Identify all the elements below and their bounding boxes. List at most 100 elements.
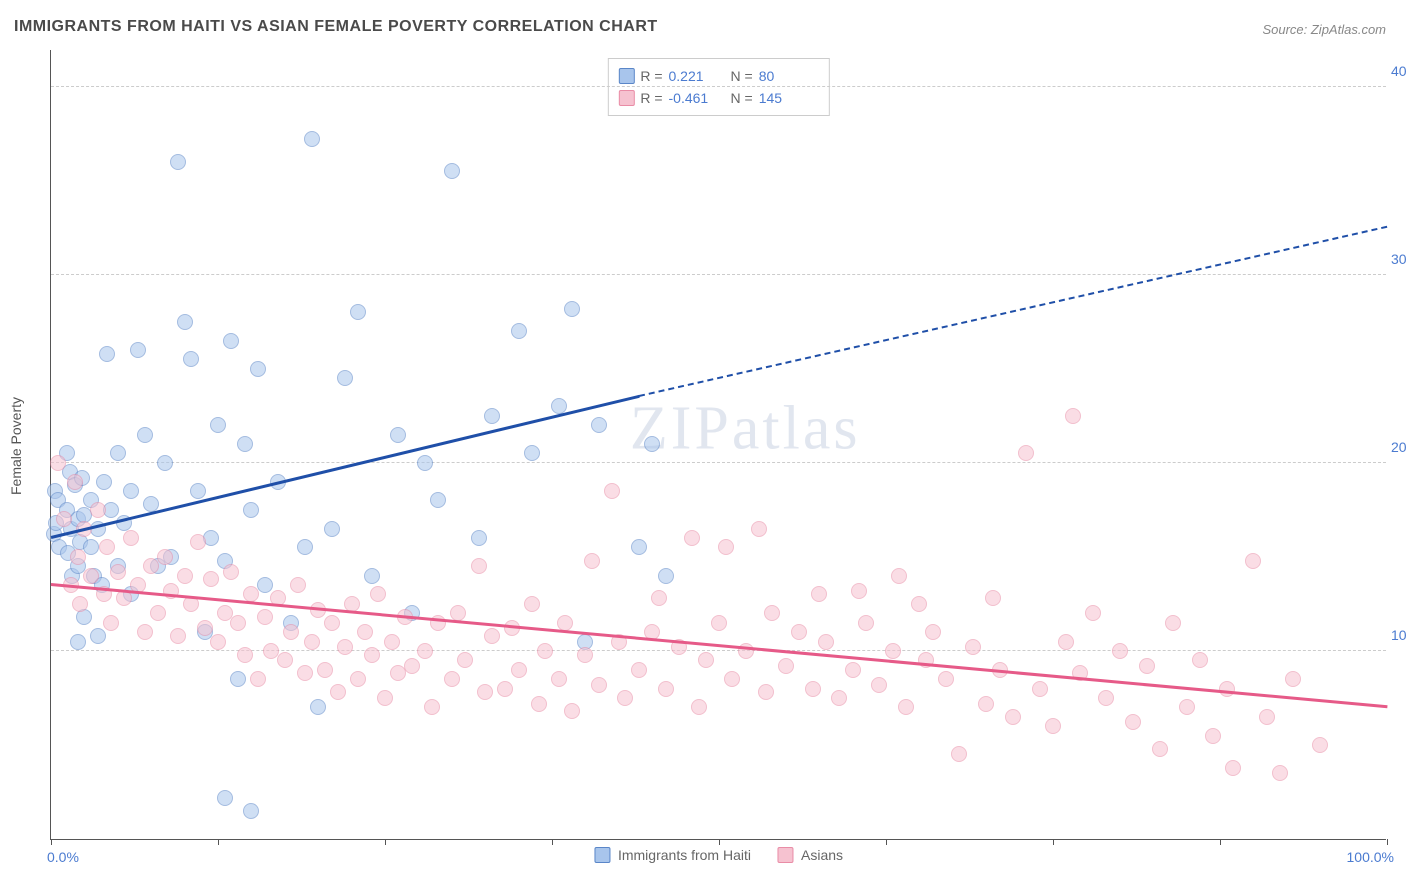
y-axis-label: Female Poverty — [8, 397, 24, 495]
scatter-point — [99, 346, 115, 362]
scatter-point — [1219, 681, 1235, 697]
scatter-point — [471, 530, 487, 546]
scatter-point — [724, 671, 740, 687]
scatter-point — [96, 474, 112, 490]
scatter-point — [845, 662, 861, 678]
scatter-point — [644, 436, 660, 452]
gridline — [51, 462, 1386, 463]
trend-line — [51, 395, 639, 538]
scatter-point — [1205, 728, 1221, 744]
scatter-point — [551, 671, 567, 687]
scatter-point — [1225, 760, 1241, 776]
scatter-point — [130, 342, 146, 358]
scatter-point — [243, 502, 259, 518]
scatter-point — [277, 652, 293, 668]
scatter-point — [70, 634, 86, 650]
scatter-point — [1179, 699, 1195, 715]
scatter-point — [177, 568, 193, 584]
scatter-point — [72, 596, 88, 612]
scatter-point — [103, 615, 119, 631]
scatter-point — [871, 677, 887, 693]
scatter-point — [444, 163, 460, 179]
scatter-point — [1152, 741, 1168, 757]
scatter-point — [157, 549, 173, 565]
y-tick-label: 20.0% — [1391, 439, 1406, 455]
scatter-point — [858, 615, 874, 631]
scatter-point — [243, 803, 259, 819]
scatter-point — [123, 483, 139, 499]
scatter-point — [778, 658, 794, 674]
scatter-point — [684, 530, 700, 546]
scatter-point — [197, 620, 213, 636]
scatter-point — [56, 511, 72, 527]
scatter-point — [951, 746, 967, 762]
scatter-point — [564, 301, 580, 317]
scatter-point — [110, 445, 126, 461]
scatter-point — [304, 634, 320, 650]
stats-r-label: R = — [640, 87, 662, 109]
scatter-point — [70, 549, 86, 565]
scatter-point — [183, 351, 199, 367]
scatter-point — [417, 643, 433, 659]
legend-item-haiti: Immigrants from Haiti — [594, 847, 751, 863]
scatter-point — [851, 583, 867, 599]
stats-legend-box: R = 0.221 N = 80 R = -0.461 N = 145 — [607, 58, 829, 116]
scatter-point — [537, 643, 553, 659]
scatter-point — [511, 662, 527, 678]
scatter-point — [791, 624, 807, 640]
scatter-point — [150, 605, 166, 621]
chart-source: Source: ZipAtlas.com — [1262, 22, 1386, 37]
scatter-point — [1192, 652, 1208, 668]
legend-label-haiti: Immigrants from Haiti — [618, 847, 751, 863]
scatter-point — [718, 539, 734, 555]
scatter-point — [477, 684, 493, 700]
gridline — [51, 86, 1386, 87]
scatter-point — [1112, 643, 1128, 659]
x-tick — [1053, 839, 1054, 845]
scatter-point — [297, 539, 313, 555]
x-tick — [218, 839, 219, 845]
scatter-point — [497, 681, 513, 697]
scatter-point — [99, 539, 115, 555]
scatter-point — [557, 615, 573, 631]
scatter-point — [885, 643, 901, 659]
scatter-point — [938, 671, 954, 687]
scatter-point — [764, 605, 780, 621]
scatter-point — [384, 634, 400, 650]
scatter-point — [190, 534, 206, 550]
scatter-point — [1032, 681, 1048, 697]
scatter-point — [210, 417, 226, 433]
scatter-point — [1165, 615, 1181, 631]
scatter-point — [290, 577, 306, 593]
scatter-point — [1285, 671, 1301, 687]
stats-r-label: R = — [640, 65, 662, 87]
scatter-point — [237, 647, 253, 663]
scatter-point — [444, 671, 460, 687]
x-tick — [886, 839, 887, 845]
scatter-point — [631, 539, 647, 555]
scatter-point — [617, 690, 633, 706]
stats-n-value-asians: 145 — [759, 87, 815, 109]
x-tick — [51, 839, 52, 845]
scatter-point — [424, 699, 440, 715]
x-tick — [385, 839, 386, 845]
scatter-point — [898, 699, 914, 715]
y-tick-label: 30.0% — [1391, 251, 1406, 267]
scatter-point — [177, 314, 193, 330]
scatter-point — [137, 624, 153, 640]
scatter-point — [324, 615, 340, 631]
legend-swatch-asians-icon — [777, 847, 793, 863]
scatter-point — [1018, 445, 1034, 461]
scatter-point — [1065, 408, 1081, 424]
scatter-point — [484, 408, 500, 424]
scatter-point — [257, 577, 273, 593]
scatter-point — [457, 652, 473, 668]
scatter-point — [310, 699, 326, 715]
scatter-point — [651, 590, 667, 606]
legend-label-asians: Asians — [801, 847, 843, 863]
scatter-point — [364, 568, 380, 584]
scatter-point — [1005, 709, 1021, 725]
scatter-point — [330, 684, 346, 700]
scatter-point — [1272, 765, 1288, 781]
scatter-point — [1098, 690, 1114, 706]
